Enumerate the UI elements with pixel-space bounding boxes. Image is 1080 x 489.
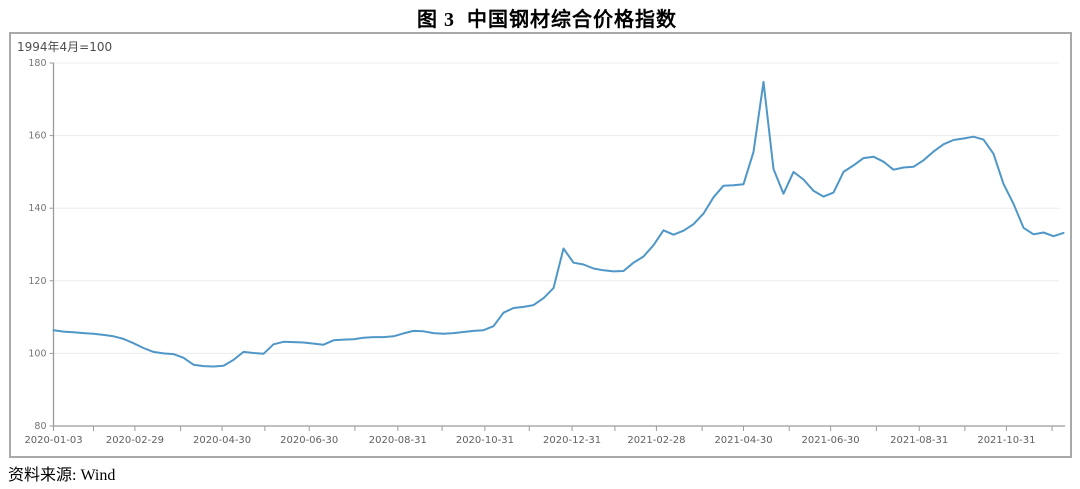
steel-price-index-line <box>52 80 1065 368</box>
x-tick-label: 2020-08-31 <box>369 435 427 446</box>
x-tick-label: 2020-12-31 <box>543 435 601 446</box>
x-tick-label: 2020-01-03 <box>24 435 82 446</box>
figure-title: 图 3 中国钢材综合价格指数 <box>417 9 677 31</box>
y-tick-label: 100 <box>28 348 46 359</box>
y-tick-label: 140 <box>28 203 46 214</box>
unit-note-label: 1994年4月=100 <box>17 40 113 54</box>
x-tick-label: 2021-08-31 <box>890 435 948 446</box>
x-tick-label: 2021-10-31 <box>977 435 1035 446</box>
y-tick-label: 160 <box>28 131 46 142</box>
y-tick-label: 120 <box>28 276 46 287</box>
x-tick-label: 2020-04-30 <box>193 435 251 446</box>
chart-panel: 1994年4月=100 80 100 120 140 160 180 2020-01-03 2… <box>9 32 1072 458</box>
x-tick-label: 2020-02-29 <box>106 435 164 446</box>
x-tick-label: 2021-04-30 <box>714 435 772 446</box>
y-tick-label: 80 <box>34 421 46 432</box>
x-tick-label: 2021-02-28 <box>627 435 685 446</box>
x-tick-label: 2020-06-30 <box>280 435 338 446</box>
y-tick-label: 180 <box>28 58 46 69</box>
x-tick-label: 2021-06-30 <box>802 435 860 446</box>
price-index-line-chart: 80 100 120 140 160 180 2020-01-03 2020-02-29 202… <box>24 58 1065 446</box>
source-note: 资料来源: Wind <box>8 467 116 484</box>
x-tick-label: 2020-10-31 <box>456 435 514 446</box>
